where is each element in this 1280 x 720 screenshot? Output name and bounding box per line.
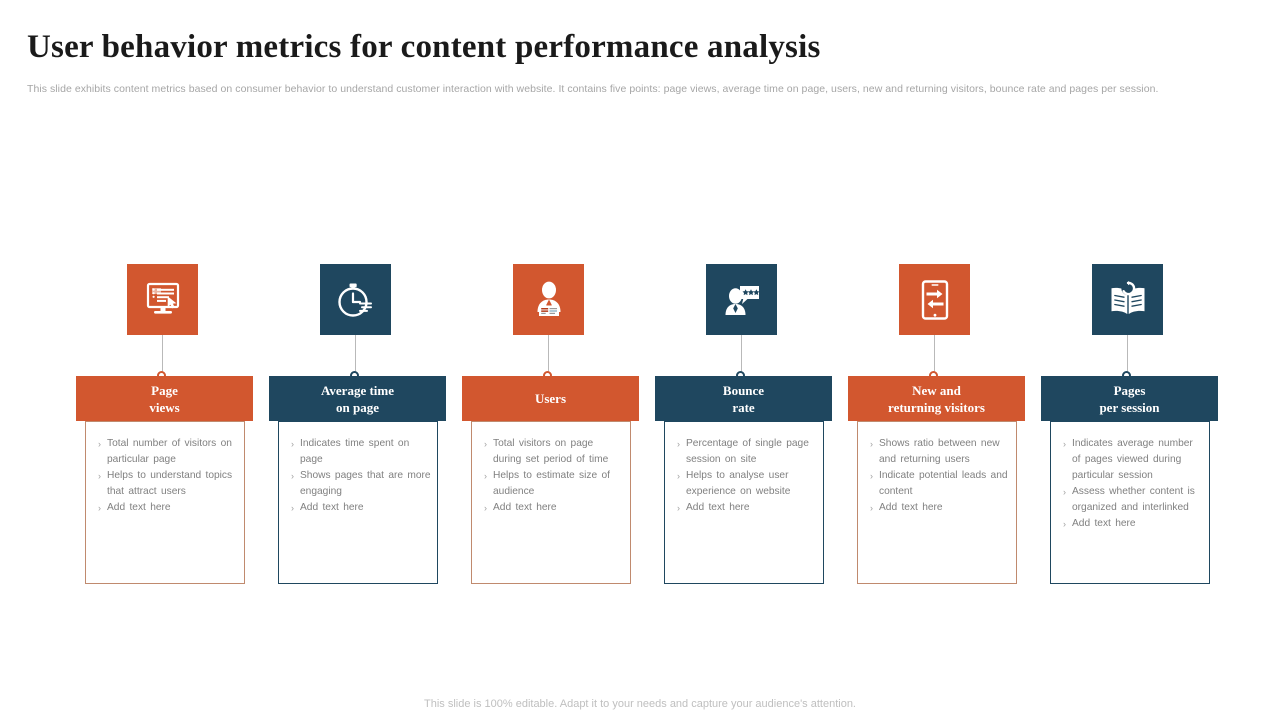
chevron-right-icon: › (98, 471, 101, 481)
connector-line (162, 335, 163, 374)
list-item: › Percentage of single page session on si… (671, 436, 817, 468)
metric-column-pages-per-session: Pages per session › Indicates average numbe… (1041, 0, 1234, 720)
chevron-right-icon: › (677, 471, 680, 481)
chevron-right-icon: › (484, 439, 487, 449)
list-item: › Indicates time spent on page (285, 436, 431, 468)
list-item-text: Assess whether content is organized and … (1072, 486, 1195, 513)
metric-header-average-time-on-page[interactable]: Average time on page (269, 376, 446, 421)
list-item: › Add text here (671, 500, 817, 516)
list-item: › Shows pages that are more engaging (285, 468, 431, 500)
stopwatch-speed-icon (320, 264, 391, 335)
chevron-right-icon: › (677, 439, 680, 449)
list-item-text: Percentage of single page session on sit… (686, 438, 809, 465)
metric-body-average-time-on-page: › Indicates time spent on page › Shows page… (278, 421, 438, 584)
metric-header-line: on page (336, 399, 379, 415)
list-item-text: Add text here (686, 502, 750, 513)
monitor-webpage-cursor-icon (127, 264, 198, 335)
chevron-right-icon: › (1063, 439, 1066, 449)
list-item: › Total number of visitors on particular … (92, 436, 238, 468)
metric-body-bounce-rate: › Percentage of single page session on si… (664, 421, 824, 584)
list-item-text: Helps to understand topics that attract … (107, 470, 233, 497)
metric-body-pages-per-session: › Indicates average number of pages viewe… (1050, 421, 1210, 584)
list-item: › Indicate potential leads and content (864, 468, 1010, 500)
list-item-text: Total number of visitors on particular p… (107, 438, 232, 465)
metric-header-line: views (149, 399, 180, 415)
metric-column-users: Users › Total visitors on page during set … (462, 0, 655, 720)
metric-body-users: › Total visitors on page during set perio… (471, 421, 631, 584)
chevron-right-icon: › (1063, 487, 1066, 497)
list-item-text: Add text here (1072, 518, 1136, 529)
chevron-right-icon: › (677, 503, 680, 513)
list-item: › Total visitors on page during set perio… (478, 436, 624, 468)
open-book-search-icon (1092, 264, 1163, 335)
chevron-right-icon: › (870, 503, 873, 513)
metric-header-line: rate (732, 399, 755, 415)
metric-header-page-views[interactable]: Page views (76, 376, 253, 421)
chevron-right-icon: › (870, 471, 873, 481)
chevron-right-icon: › (98, 503, 101, 513)
chevron-right-icon: › (1063, 519, 1066, 529)
metric-header-line: Pages (1113, 382, 1146, 398)
metric-header-bounce-rate[interactable]: Bounce rate (655, 376, 832, 421)
metric-column-new-and-returning-visitors: New and returning visitors › Shows ratio be… (848, 0, 1041, 720)
chevron-right-icon: › (291, 439, 294, 449)
metric-column-average-time-on-page: Average time on page › Indicates time spent… (269, 0, 462, 720)
connector-line (548, 335, 549, 374)
list-item: › Indicates average number of pages viewe… (1057, 436, 1203, 484)
list-item: › Add text here (1057, 516, 1203, 532)
slide-subtitle: This slide exhibits content metrics base… (27, 83, 1159, 95)
list-item: › Assess whether content is organized and… (1057, 484, 1203, 516)
list-item-text: Indicates time spent on page (300, 438, 410, 465)
chevron-right-icon: › (98, 439, 101, 449)
chevron-right-icon: › (291, 471, 294, 481)
metric-body-page-views: › Total number of visitors on particular … (85, 421, 245, 584)
mobile-two-way-arrows-icon (899, 264, 970, 335)
list-item-text: Add text here (107, 502, 171, 513)
person-review-stars-icon (706, 264, 777, 335)
metric-header-new-and-returning-visitors[interactable]: New and returning visitors (848, 376, 1025, 421)
list-item: › Add text here (864, 500, 1010, 516)
connector-line (934, 335, 935, 374)
metric-header-line: Users (534, 391, 567, 406)
metric-header-pages-per-session[interactable]: Pages per session (1041, 376, 1218, 421)
chevron-right-icon: › (484, 503, 487, 513)
list-item-text: Helps to analyse user experience on webs… (686, 470, 791, 497)
metric-column-bounce-rate: Bounce rate › Percentage of single page ses… (655, 0, 848, 720)
list-item-text: Shows ratio between new and returning us… (879, 438, 1000, 465)
page-title: User behavior metrics for content perfor… (27, 29, 821, 65)
list-item-text: Total visitors on page during set period… (493, 438, 609, 465)
list-item-text: Add text here (879, 502, 943, 513)
metric-body-new-and-returning-visitors: › Shows ratio between new and returning u… (857, 421, 1017, 584)
list-item: › Helps to analyse user experience on web… (671, 468, 817, 500)
footer-note: This slide is 100% editable. Adapt it to… (424, 698, 856, 710)
connector-line (355, 335, 356, 374)
metric-header-line: Average time (320, 382, 395, 398)
list-item-text: Add text here (300, 502, 364, 513)
metric-header-line: per session (1099, 399, 1160, 415)
list-item: › Add text here (478, 500, 624, 516)
list-item: › Helps to understand topics that attract… (92, 468, 238, 500)
metric-header-line: Page (151, 382, 178, 398)
chevron-right-icon: › (291, 503, 294, 513)
metric-column-page-views: Page views › Total number of visitors on pa… (76, 0, 269, 720)
list-item-text: Add text here (493, 502, 557, 513)
list-item: › Helps to estimate size of audience (478, 468, 624, 500)
list-item: › Add text here (92, 500, 238, 516)
metric-header-line: returning visitors (888, 399, 985, 415)
person-id-badge-icon (513, 264, 584, 335)
list-item-text: Shows pages that are more engaging (300, 470, 431, 497)
chevron-right-icon: › (870, 439, 873, 449)
metric-header-line: Bounce (722, 382, 765, 398)
list-item-text: Indicate potential leads and content (879, 470, 1008, 497)
metric-header-users[interactable]: Users (462, 376, 639, 421)
chevron-right-icon: › (484, 471, 487, 481)
list-item: › Shows ratio between new and returning u… (864, 436, 1010, 468)
list-item-text: Indicates average number of pages viewed… (1072, 438, 1193, 481)
list-item-text: Helps to estimate size of audience (493, 470, 610, 497)
list-item: › Add text here (285, 500, 431, 516)
connector-line (741, 335, 742, 374)
connector-line (1127, 335, 1128, 374)
metric-header-line: New and (912, 382, 961, 398)
